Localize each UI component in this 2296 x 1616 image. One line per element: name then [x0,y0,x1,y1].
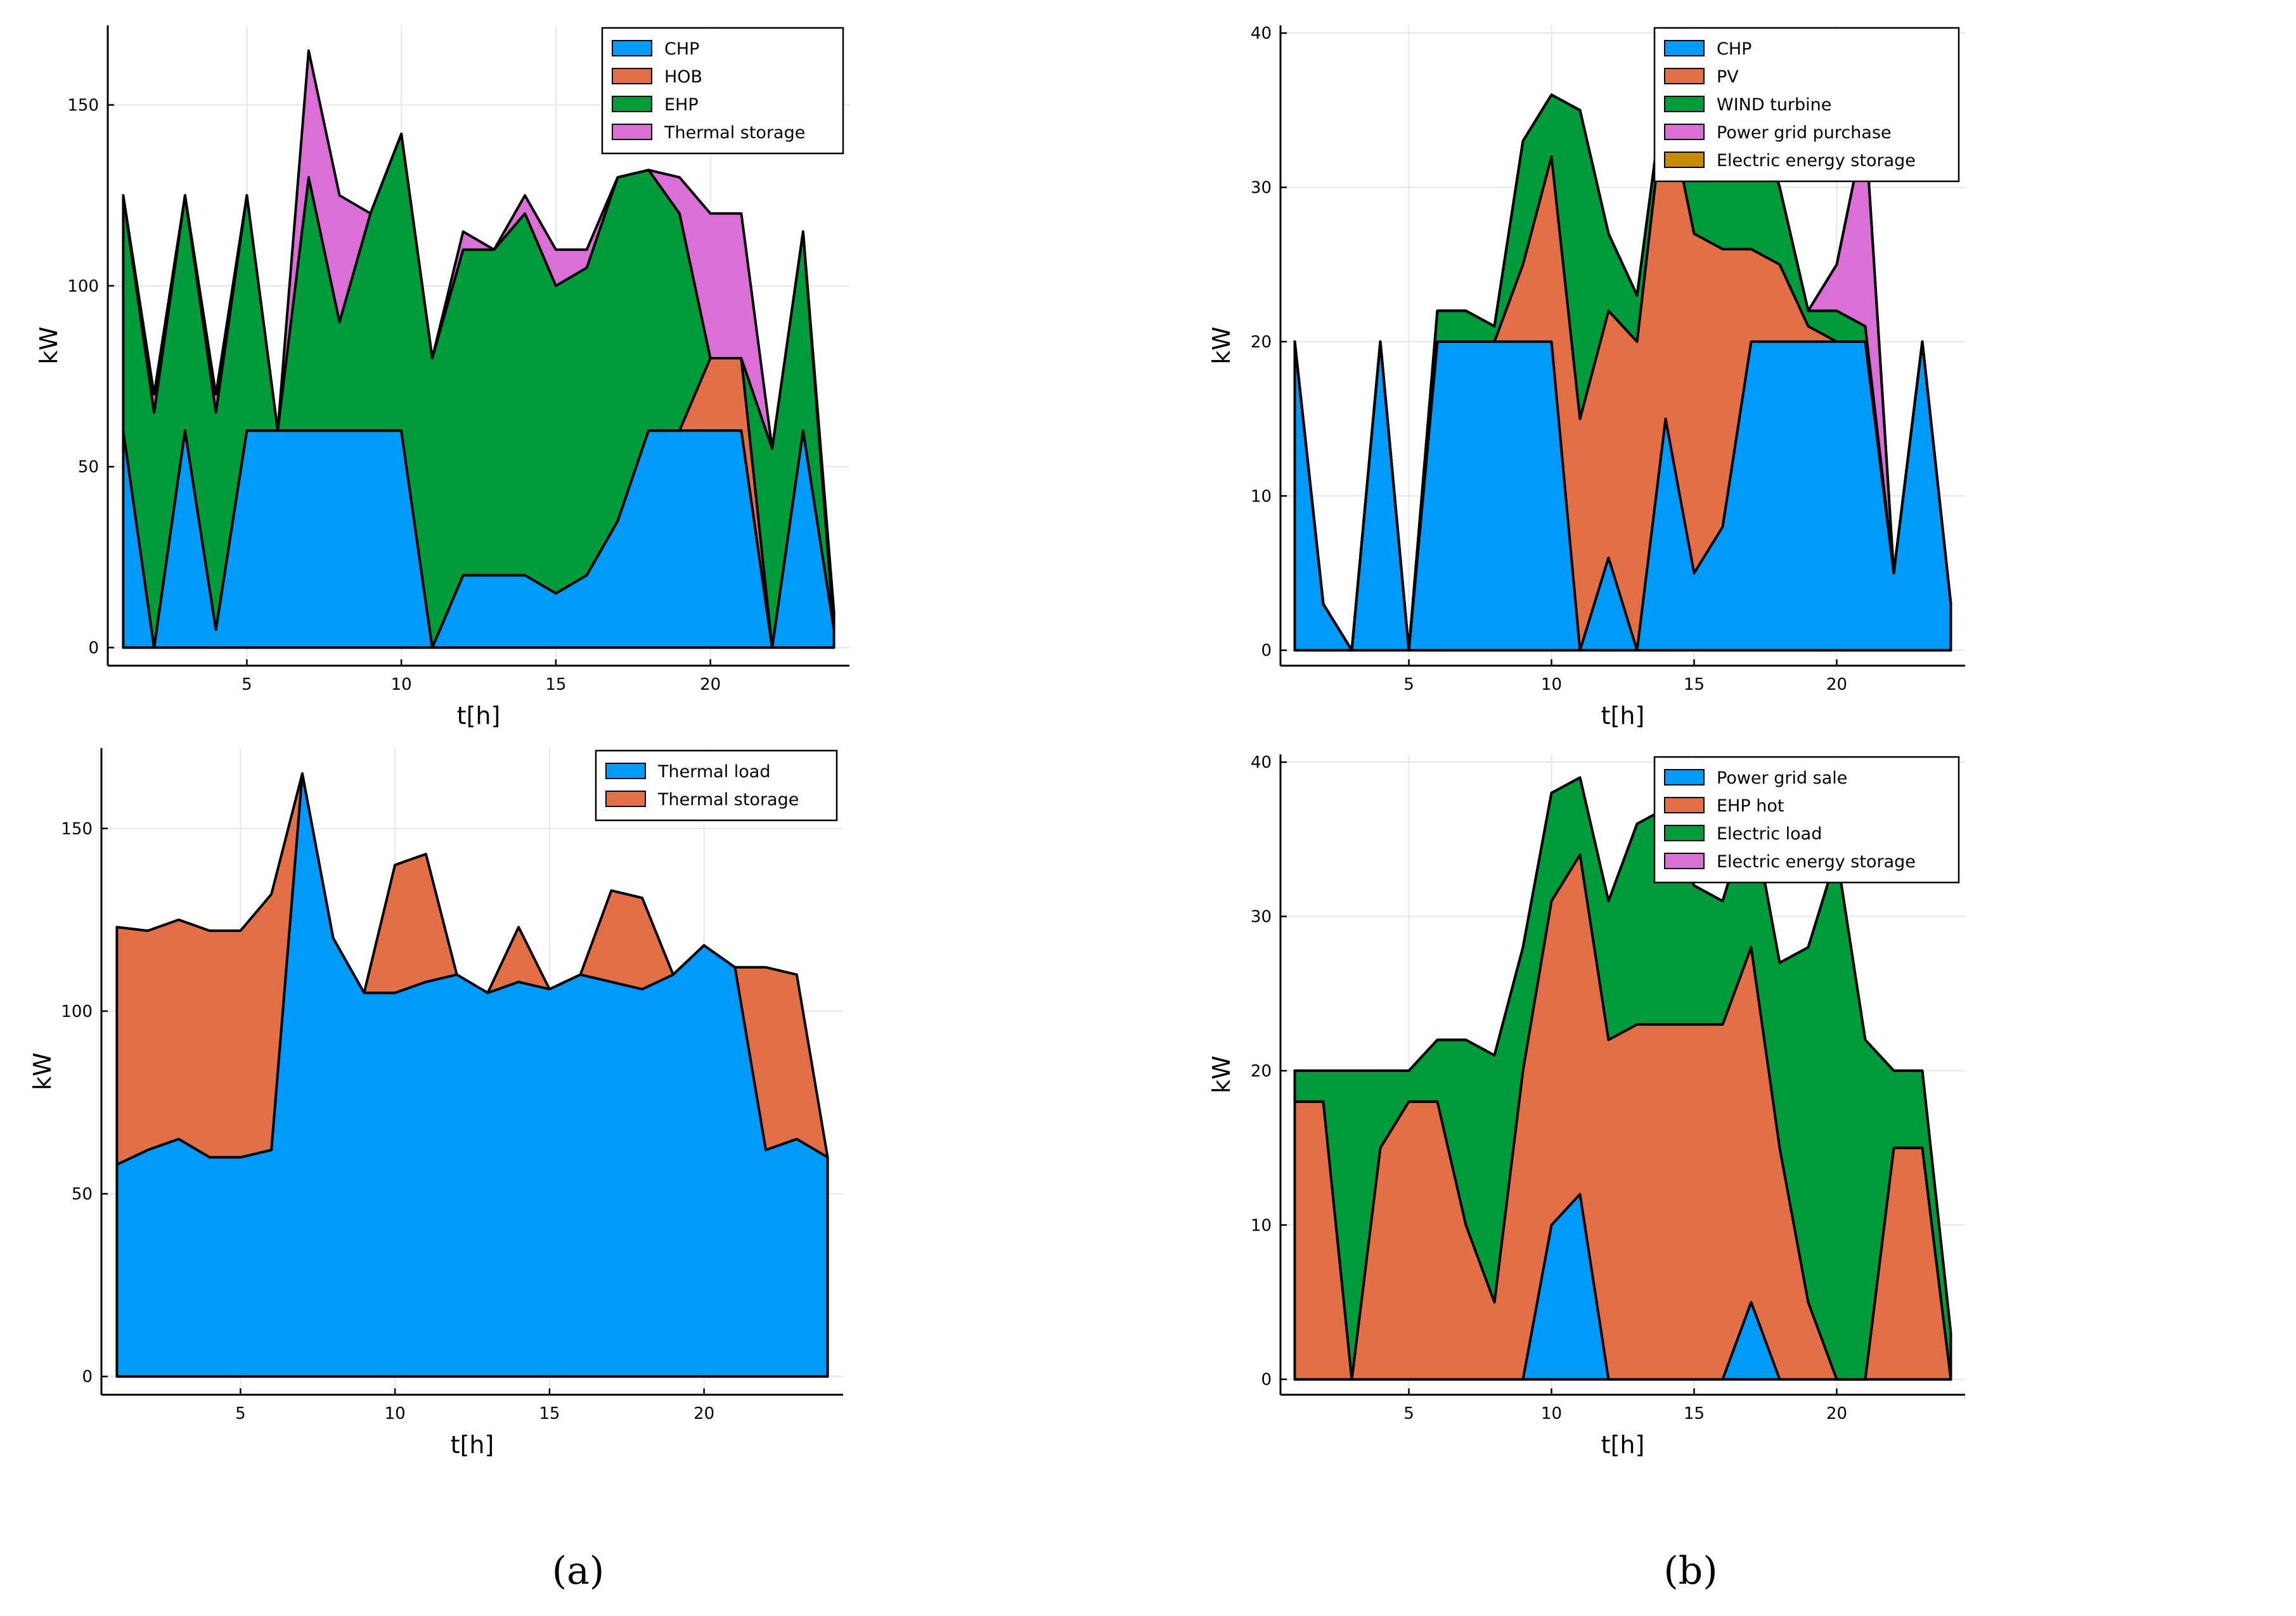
legend-label: CHP [1717,39,1751,59]
area-electric-energy-storage [1293,78,1952,652]
chart-electric-supply-top-right: 5 10 15 20 0 10 20 30 40 t[h] kW CHP PV WIND turbine P… [1208,24,1965,730]
legend: CHP PV WIND turbine Power grid purchase Elec… [1653,27,1960,183]
x-tick-label: 20 [693,1404,714,1423]
legend-swatch [1664,40,1705,56]
legend-swatch [612,124,652,140]
y-tick-label: 10 [1251,1216,1272,1235]
legend-swatch [1664,797,1705,813]
y-tick-label: 50 [72,1185,93,1204]
legend-label: WIND turbine [1717,95,1831,115]
x-tick-label: 10 [385,1404,406,1423]
area-series-group [115,772,829,1378]
y-tick-label: 100 [61,1002,93,1021]
x-tick-label: 10 [1541,675,1562,694]
y-tick-label: 0 [1261,642,1272,661]
y-axis-label: kW [35,326,63,365]
y-axis-label: kW [29,1052,56,1090]
legend-label: PV [1717,67,1739,87]
x-tick-label: 10 [391,675,412,694]
legend-label: Thermal load [657,762,770,782]
caption-b: (b) [1663,1549,1717,1593]
legend-label: HOB [664,67,702,87]
x-tick-label: 5 [242,675,252,694]
legend-swatch [1664,68,1705,84]
legend-label: Electric energy storage [1717,151,1916,171]
y-axis-label: kW [1208,326,1235,365]
area-series-group [1293,776,1952,1381]
legend-frame [1653,27,1960,183]
y-tick-label: 30 [1251,179,1272,198]
legend-swatch [1664,769,1705,785]
y-tick-label: 150 [67,96,99,115]
y-tick-label: 50 [78,458,99,477]
legend-swatch [612,40,652,56]
x-tick-label: 15 [545,675,566,694]
x-tick-label: 15 [1684,1404,1705,1423]
caption-a: (a) [552,1549,605,1593]
legend-swatch [605,763,646,779]
x-tick-label: 5 [235,1404,246,1423]
x-axis-label: t[h] [451,1431,494,1459]
legend-label: EHP [664,95,699,115]
x-tick-label: 5 [1403,1404,1414,1423]
legend-swatch [605,791,646,807]
legend-swatch [1664,124,1705,140]
x-tick-label: 20 [700,675,721,694]
x-axis-label: t[h] [1601,702,1645,730]
area-series-group [1293,78,1952,652]
area-electric-energy-storage [1293,776,1952,1335]
x-tick-label: 20 [1826,1404,1847,1423]
x-tick-label: 20 [1826,675,1847,694]
x-tick-label: 15 [1684,675,1705,694]
legend-swatch [612,96,652,112]
legend: Thermal load Thermal storage [595,749,838,822]
legend: Power grid sale EHP hot Electric load Elect… [1653,756,1960,884]
legend-label: Thermal storage [657,790,799,810]
y-tick-label: 10 [1251,487,1272,506]
legend-label: EHP hot [1717,796,1784,816]
x-tick-label: 5 [1403,675,1414,694]
legend-label: Thermal storage [664,123,805,143]
legend: CHP HOB EHP Thermal storage [601,27,844,155]
y-tick-label: 40 [1251,753,1272,772]
legend-swatch [1664,853,1705,869]
y-tick-label: 150 [61,820,93,839]
legend-label: Electric load [1717,824,1822,844]
y-tick-label: 100 [67,277,99,296]
y-tick-label: 40 [1251,24,1272,43]
y-tick-label: 0 [82,1367,93,1387]
area-thermal-storage [122,49,835,631]
legend-frame [595,749,838,822]
y-tick-label: 20 [1251,333,1272,352]
chart-thermal-dispatch-top-left: 5 10 15 20 0 50 100 150 t[h] kW CHP HOB EHP Thermal s… [35,25,849,730]
y-axis-label: kW [1208,1056,1235,1094]
legend-swatch [612,68,652,84]
legend-label: Electric energy storage [1717,852,1916,872]
y-tick-label: 30 [1251,908,1272,927]
legend-label: Power grid purchase [1717,123,1892,143]
legend-swatch [1664,825,1705,841]
x-axis-label: t[h] [1601,1431,1645,1459]
y-tick-label: 20 [1251,1062,1272,1081]
legend-label: CHP [664,39,699,59]
y-tick-label: 0 [88,638,99,657]
legend-label: Power grid sale [1717,768,1847,788]
legend-frame [1653,756,1960,884]
area-series-group [122,49,835,649]
area-thermal-storage [115,772,829,1166]
legend-swatch [1664,152,1705,168]
x-axis-label: t[h] [457,702,501,730]
x-tick-label: 10 [1541,1404,1562,1423]
legend-swatch [1664,96,1705,112]
y-tick-label: 0 [1261,1371,1272,1390]
chart-electric-demand-bottom-right: 5 10 15 20 0 10 20 30 40 t[h] kW Power grid sale EHP… [1208,753,1965,1459]
x-tick-label: 15 [539,1404,560,1423]
